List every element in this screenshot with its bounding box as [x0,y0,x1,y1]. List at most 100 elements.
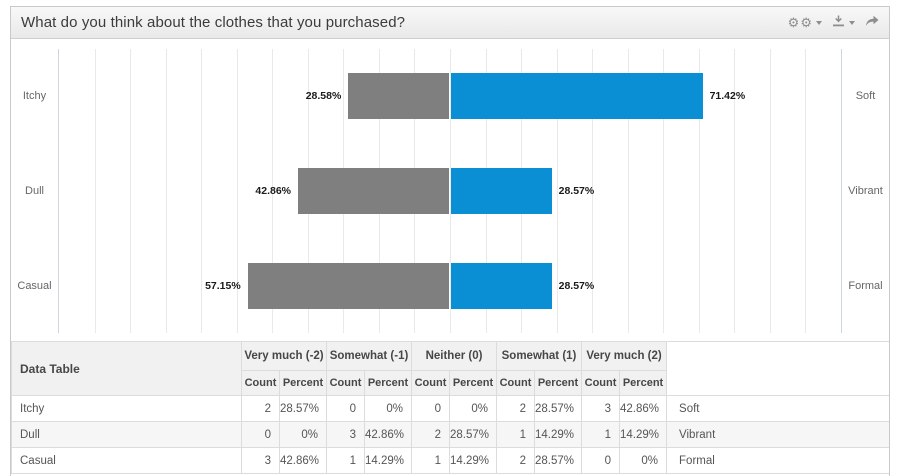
column-group-header: Very much (2) [581,341,668,371]
share-button[interactable] [865,14,879,32]
right-category-labels: Soft Vibrant Formal [842,49,889,333]
subcolumn-header: Percent [364,370,412,396]
row-right-label: Formal [666,447,889,474]
positive-bar [451,167,552,214]
left-category-label: Dull [25,185,44,197]
gridline [201,49,203,333]
subcolumn-header: Count [496,370,535,396]
data-cell: 42.86% [364,421,412,448]
table-spacer-cell [666,341,889,396]
export-button[interactable] [832,14,855,32]
left-category-labels: Itchy Dull Casual [11,49,58,333]
positive-value-label: 28.57% [558,279,595,292]
table-row: Casual 3 42.86% 1 14.29% 1 14.29% 2 28.57% 0 0% For… [11,447,889,474]
data-cell: 1 [326,447,365,474]
gridline [734,49,736,333]
table-head: Data Table Very much (-2) Somewhat (-1) Nei… [11,341,889,396]
left-category-label: Casual [17,279,52,292]
row-label: Casual [11,447,242,474]
negative-bar [247,262,449,309]
data-table: Data Table Very much (-2) Somewhat (-1) Nei… [11,341,889,474]
column-group-header: Very much (-2) [241,341,327,371]
subcolumn-header: Percent [619,370,668,396]
gridline [272,49,274,333]
column-group-header: Somewhat (1) [495,341,583,371]
subcolumn-header: Percent [449,370,497,396]
gridline [663,49,665,333]
left-category-label: Itchy [22,90,47,103]
gridline [236,49,238,333]
data-cell: 14.29% [533,421,583,448]
row-label: Itchy [11,395,242,422]
data-cell: 1 [496,421,535,448]
gridline [450,49,451,333]
data-cell: 0 [241,421,280,448]
data-cell: 28.57% [533,395,583,422]
data-cell: 0% [449,395,497,422]
gridline [592,49,594,333]
data-cell: 28.57% [279,395,327,422]
table-row: Dull 0 0% 3 42.86% 2 28.57% 1 14.29% 1 14.29% Vibra… [11,421,889,448]
download-icon [832,14,845,32]
data-cell: 14.29% [619,421,668,448]
data-cell: 2 [496,395,535,422]
data-cell: 3 [581,395,621,422]
gridline [94,49,96,333]
positive-value-label: 28.57% [558,184,595,197]
table-row: Itchy 2 28.57% 0 0% 0 0% 2 28.57% 3 42.86% Soft [11,395,889,422]
chevron-down-icon [816,20,822,25]
right-category-label: Soft [855,90,876,103]
page-title: What do you think about the clothes that… [21,14,406,31]
negative-bar [348,73,449,120]
right-category-label: Vibrant [848,185,883,197]
subcolumn-header: Percent [279,370,327,396]
subcolumn-header: Count [581,370,621,396]
gridline [556,49,558,333]
widget-toolbar: ⚙ ⚙︎ [788,14,879,32]
gridline [805,49,807,333]
subcolumn-header: Count [241,370,280,396]
positive-bar [451,262,552,309]
data-cell: 42.86% [279,447,327,474]
column-group-header: Neither (0) [411,341,497,371]
data-cell: 2 [241,395,280,422]
chart-row: 57.15% 28.57% [59,238,841,333]
gridline [165,49,167,333]
row-right-label: Soft [666,395,889,422]
data-cell: 0% [279,421,327,448]
data-cell: 3 [241,447,280,474]
table-body: Itchy 2 28.57% 0 0% 0 0% 2 28.57% 3 42.86% Soft Dull… [11,395,889,474]
data-cell: 2 [411,421,450,448]
data-cell: 28.57% [533,447,583,474]
data-cell: 42.86% [619,395,668,422]
positive-value-label: 71.42% [709,90,746,103]
data-cell: 0 [411,395,450,422]
subcolumn-header: Count [411,370,450,396]
data-cell: 1 [581,421,621,448]
survey-question-widget: What do you think about the clothes that… [10,6,890,476]
data-cell: 0 [581,447,621,474]
gridline [627,49,629,333]
chart-row: 28.58% 71.42% [59,49,841,144]
subcolumn-header: Count [326,370,365,396]
data-cell: 14.29% [364,447,412,474]
gridline [130,49,132,333]
data-cell: 0% [364,395,412,422]
right-category-label: Formal [848,279,883,292]
table-corner-label: Data Table [11,341,242,396]
column-group-header: Somewhat (-1) [326,341,412,371]
plot-area: 28.58% 71.42% 42.86% 28.57% 57.15% 28.57% [58,49,842,333]
chart-row: 42.86% 28.57% [59,144,841,239]
negative-value-label: 57.15% [205,279,241,292]
settings-button[interactable]: ⚙ ⚙︎ [788,16,822,29]
gridline [769,49,771,333]
row-label: Dull [11,421,242,448]
data-cell: 1 [411,447,450,474]
data-cell: 3 [326,421,365,448]
data-cell: 0 [326,395,365,422]
negative-bar [298,167,449,214]
settings-cogs-icon: ⚙ ⚙︎ [787,15,812,30]
negative-value-label: 42.86% [255,184,292,197]
share-arrow-icon [865,14,879,32]
data-cell: 14.29% [449,447,497,474]
